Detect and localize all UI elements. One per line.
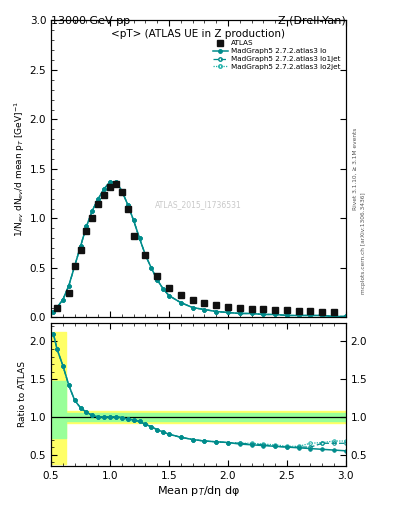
Text: Z (Drell-Yan): Z (Drell-Yan) xyxy=(278,15,346,26)
Text: Rivet 3.1.10, ≥ 3.1M events: Rivet 3.1.10, ≥ 3.1M events xyxy=(353,128,358,210)
Text: mcplots.cern.ch [arXiv:1306.3436]: mcplots.cern.ch [arXiv:1306.3436] xyxy=(361,193,366,294)
Text: ATLAS_2015_I1736531: ATLAS_2015_I1736531 xyxy=(155,200,242,209)
Y-axis label: 1/N$_{ev}$ dN$_{ev}$/d mean p$_T$ [GeV]$^{-1}$: 1/N$_{ev}$ dN$_{ev}$/d mean p$_T$ [GeV]$… xyxy=(13,101,27,237)
X-axis label: Mean p$_T$/dη dφ: Mean p$_T$/dη dφ xyxy=(157,483,240,498)
Y-axis label: Ratio to ATLAS: Ratio to ATLAS xyxy=(18,361,27,427)
Legend: ATLAS, MadGraph5 2.7.2.atlas3 lo, MadGraph5 2.7.2.atlas3 lo1jet, MadGraph5 2.7.2: ATLAS, MadGraph5 2.7.2.atlas3 lo, MadGra… xyxy=(211,39,342,72)
Text: 13000 GeV pp: 13000 GeV pp xyxy=(51,15,130,26)
Text: <pT> (ATLAS UE in Z production): <pT> (ATLAS UE in Z production) xyxy=(112,29,285,39)
